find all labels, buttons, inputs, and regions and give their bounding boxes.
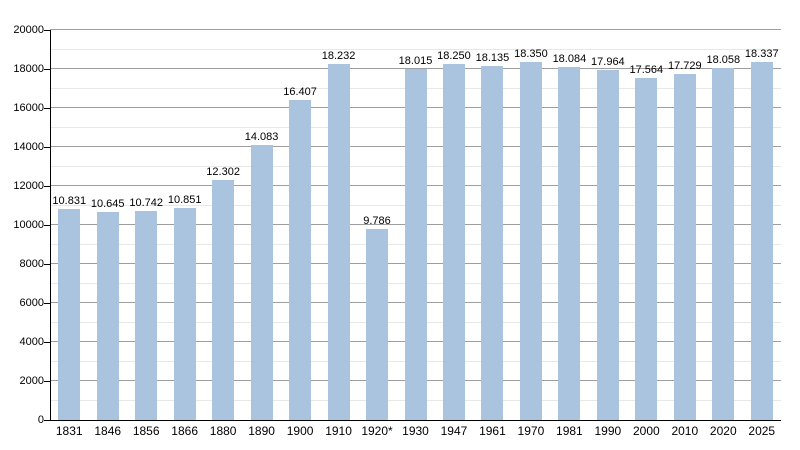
- y-axis-tick: [44, 264, 50, 265]
- y-axis-tick: [44, 420, 50, 421]
- bar-value-label: 18.232: [321, 50, 356, 63]
- x-axis-tick-label: 1961: [479, 424, 506, 438]
- x-axis-tick-label: 1910: [325, 424, 352, 438]
- y-axis-tick: [44, 108, 50, 109]
- y-axis-tick-label: 4000: [19, 336, 44, 348]
- x-axis-tick-label: 2000: [632, 424, 660, 438]
- y-axis-tick: [44, 303, 50, 304]
- bar-value-label: 10.742: [129, 196, 163, 209]
- bar-value-label: 18.135: [475, 52, 510, 65]
- bar-value-label: 18.250: [437, 50, 471, 63]
- y-axis-line: [50, 30, 51, 421]
- bar-2010: [673, 74, 696, 420]
- x-axis-tick-label: 1981: [556, 424, 583, 438]
- bar-1880: [212, 180, 235, 420]
- bar-1900: [289, 100, 312, 420]
- y-axis-tick: [44, 147, 50, 148]
- y-axis-tick: [44, 225, 50, 226]
- bar-1981: [558, 67, 581, 420]
- y-axis-tick-label: 12000: [13, 180, 44, 192]
- bar-2025: [750, 62, 773, 420]
- x-axis-tick-label: 2020: [709, 424, 737, 438]
- plot-area: 10.831 10.645 10.742 10.851 12.302 14.083 16.4…: [50, 29, 781, 420]
- bar-2020: [712, 67, 735, 420]
- bar-value-label: 17.964: [591, 55, 625, 68]
- x-axis-tick-label: 1880: [209, 424, 237, 438]
- y-axis-tick: [44, 342, 50, 343]
- x-axis-tick-label: 1846: [94, 424, 122, 438]
- minor-gridline: [50, 48, 781, 50]
- y-axis-tick-label: 10000: [13, 219, 44, 231]
- bar-1930: [404, 68, 427, 420]
- x-axis-tick-label: 1990: [594, 424, 622, 438]
- bar-value-label: 14.083: [244, 131, 279, 144]
- bar-1920*: [366, 229, 389, 420]
- y-axis-tick: [44, 69, 50, 70]
- bar-value-label: 18.058: [706, 53, 741, 66]
- bar-value-label: 10.851: [167, 194, 202, 207]
- bar-value-label: 10.831: [52, 194, 87, 207]
- y-axis-tick-label: 18000: [13, 63, 44, 75]
- bar-1990: [596, 69, 619, 420]
- bar-value-label: 17.564: [629, 63, 664, 76]
- major-gridline: [50, 29, 781, 30]
- y-axis-tick-label: 16000: [13, 102, 44, 114]
- bar-value-label: 12.302: [206, 166, 240, 179]
- y-axis-tick: [44, 381, 50, 382]
- y-axis-tick-label: 14000: [13, 141, 44, 153]
- bar-value-label: 18.350: [514, 48, 548, 61]
- bar-1846: [96, 212, 119, 420]
- bar-1961: [481, 66, 504, 420]
- x-axis-tick-label: 1890: [248, 424, 275, 438]
- bar-1910: [327, 64, 350, 420]
- bar-1947: [442, 64, 465, 420]
- x-axis-tick-label: 1900: [286, 424, 314, 438]
- x-axis-tick-label: 1947: [440, 424, 468, 438]
- y-axis-tick-label: 20000: [13, 24, 44, 36]
- x-axis-tick-label: 2010: [671, 424, 699, 438]
- bar-1890: [250, 145, 273, 420]
- x-axis-tick-label: 1930: [402, 424, 429, 438]
- bar-value-label: 10.645: [90, 198, 125, 211]
- y-axis-tick: [44, 186, 50, 187]
- x-axis-tick-label: 1831: [55, 424, 83, 438]
- y-axis-tick-label: 2000: [19, 375, 44, 387]
- y-axis-tick-label: 6000: [19, 297, 44, 309]
- x-axis-tick-label: 1970: [517, 424, 545, 438]
- y-axis-tick-label: 8000: [19, 258, 44, 270]
- bar-value-label: 9.786: [363, 215, 391, 228]
- y-axis-tick: [44, 30, 50, 31]
- bar-value-label: 18.084: [552, 53, 587, 66]
- y-axis-tick-label: 0: [37, 414, 44, 426]
- x-axis-tick-label: 2025: [748, 424, 776, 438]
- bar-2000: [635, 77, 658, 420]
- bar-1831: [58, 208, 81, 420]
- x-axis-tick-label: 1856: [132, 424, 160, 438]
- bar-1970: [519, 62, 542, 420]
- x-axis-tick-label: 1920*: [361, 424, 393, 438]
- bar-1866: [173, 208, 196, 420]
- bar-1856: [135, 210, 158, 420]
- x-axis-line: [50, 420, 781, 421]
- bar-value-label: 18.015: [398, 54, 433, 67]
- bar-value-label: 18.337: [744, 48, 779, 61]
- bar-value-label: 16.407: [283, 86, 317, 99]
- x-axis-tick-label: 1866: [171, 424, 198, 438]
- bar-value-label: 17.729: [667, 60, 702, 73]
